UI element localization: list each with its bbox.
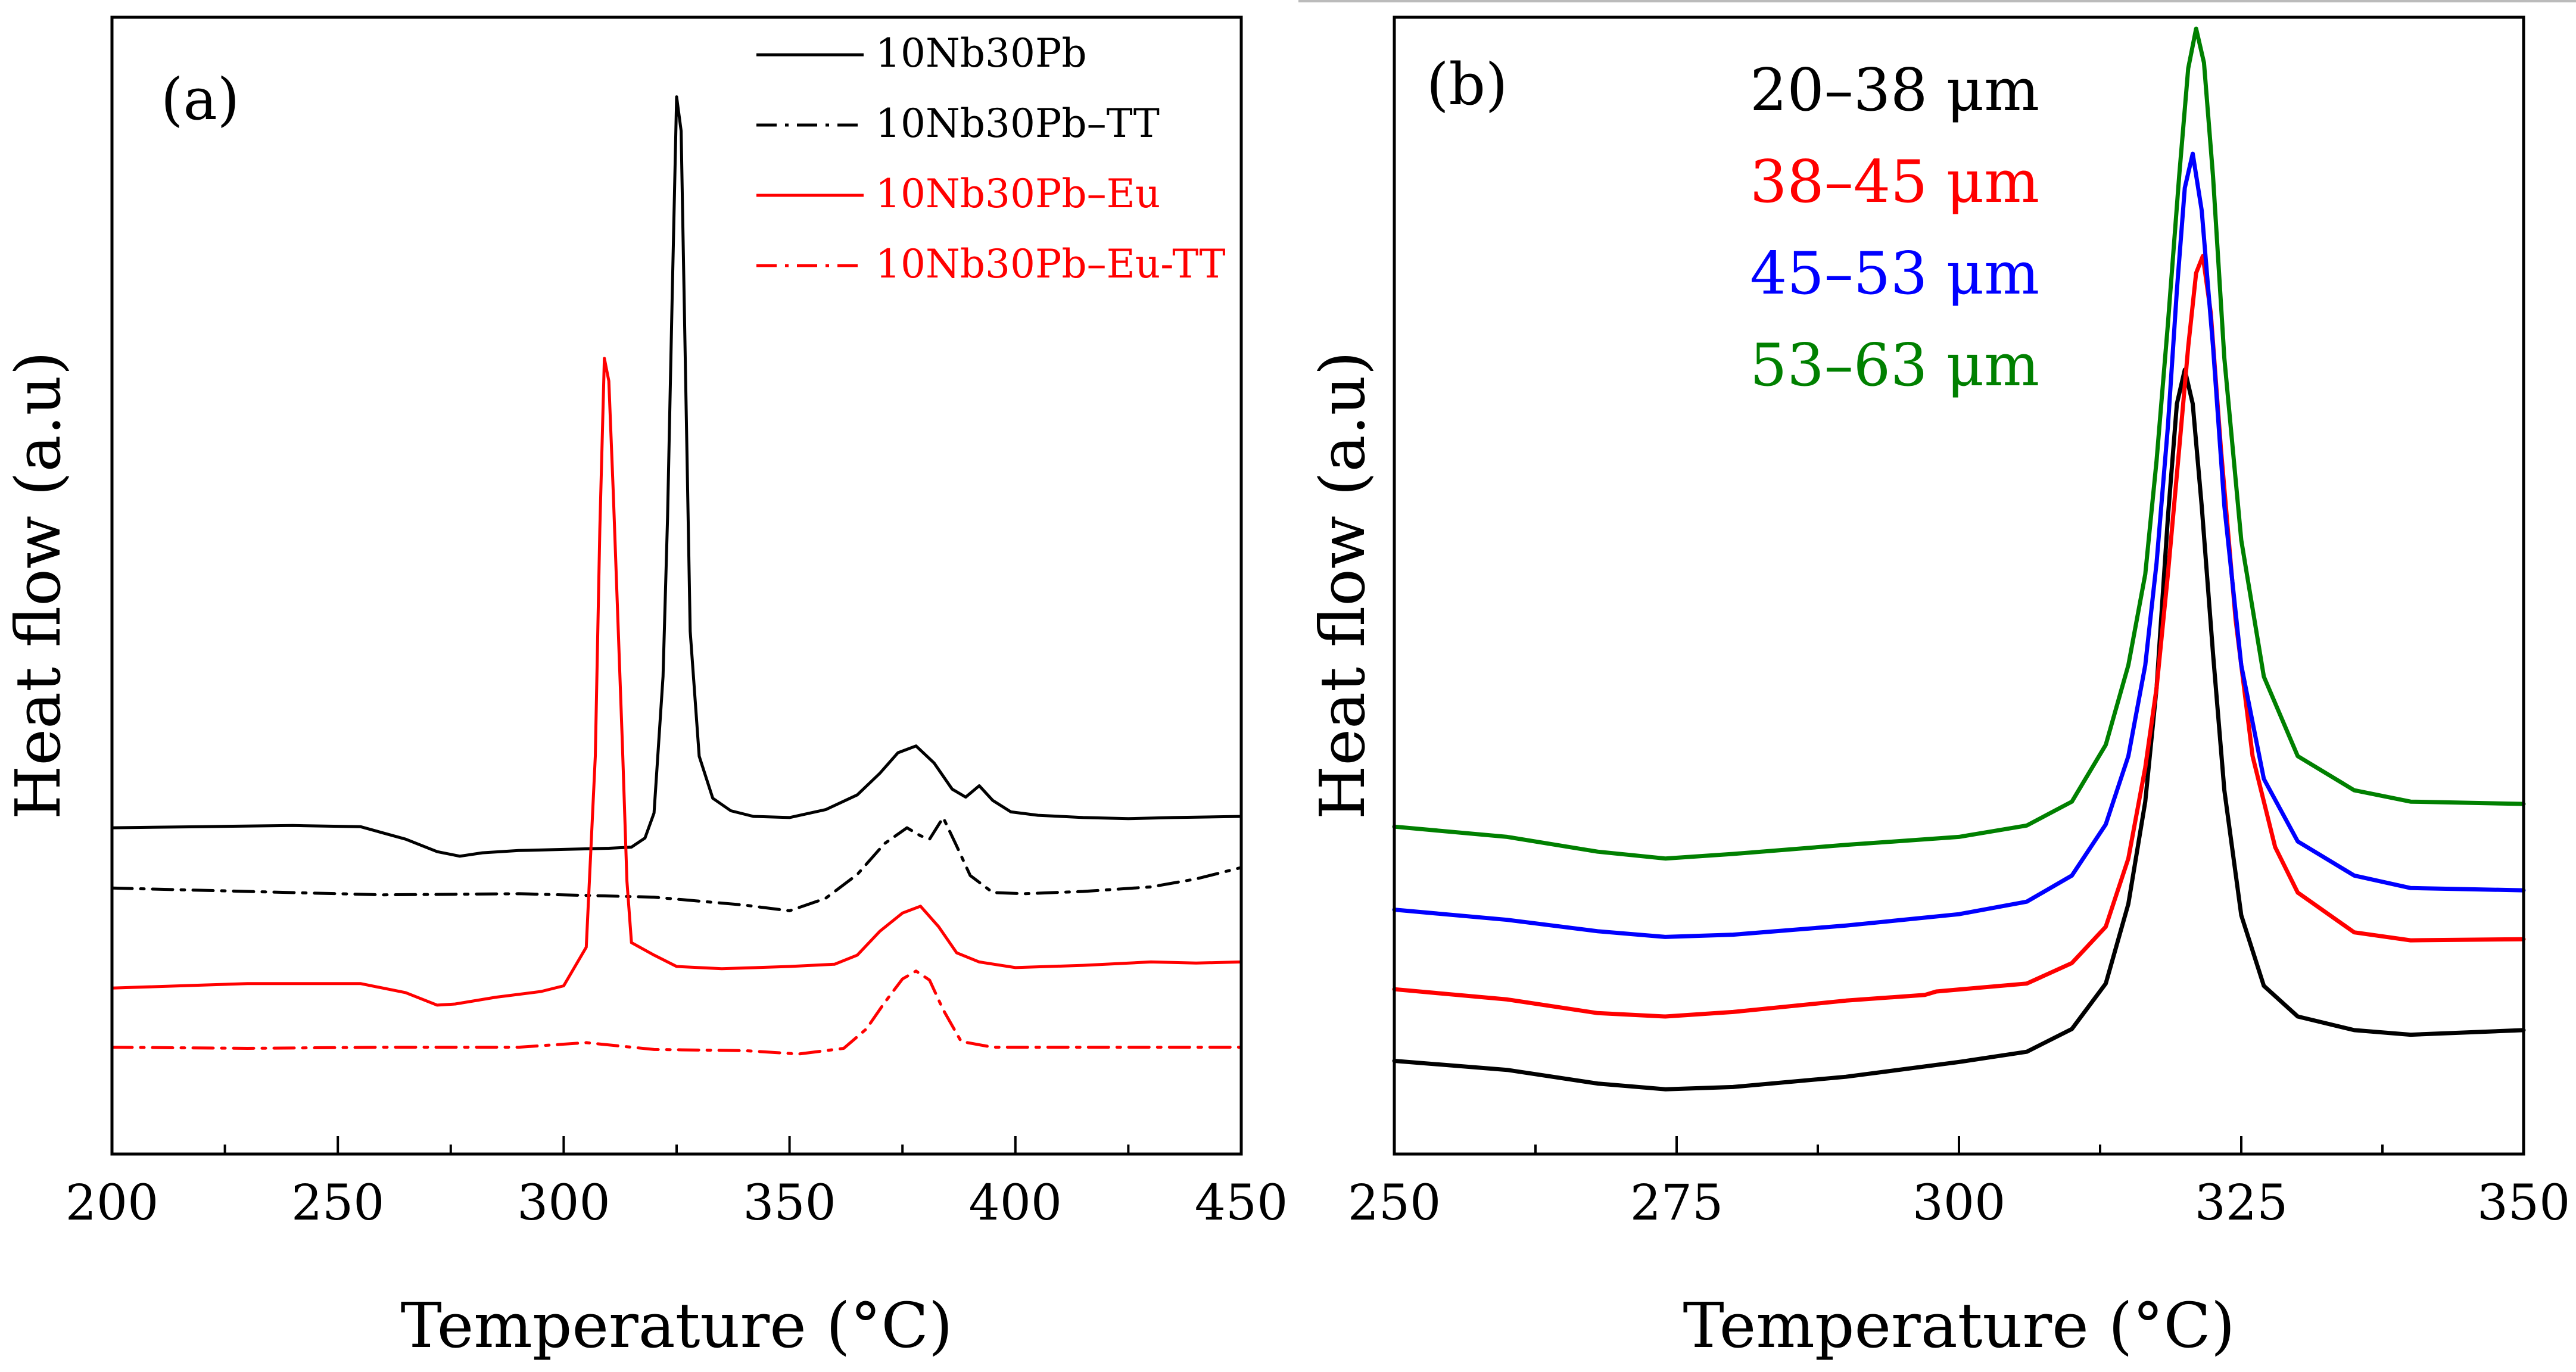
x-tick-label: 450 bbox=[1195, 1175, 1288, 1231]
series-line-1 bbox=[1392, 367, 2526, 1092]
panel-a-xlabel: Temperature (°C) bbox=[400, 1289, 952, 1362]
legend-entry: 53–63 μm bbox=[1750, 332, 2039, 400]
legend-entry: 10Nb30Pb–Eu bbox=[876, 171, 1160, 217]
x-tick-label: 325 bbox=[2195, 1175, 2288, 1231]
series-line-4 bbox=[110, 969, 1243, 1056]
panel-b: 250 275 300 325 350 (b) Temperature (°C) Hea… bbox=[1306, 15, 2571, 1362]
panel-b-legend: 20–38 μm 38–45 μm 45–53 μm 53–63 μm bbox=[1750, 57, 2039, 400]
series-line-2 bbox=[1392, 254, 2526, 1019]
panel-b-ylabel: Heat flow (a.u) bbox=[1306, 351, 1379, 819]
panel-a-series bbox=[110, 95, 1243, 1056]
panel-b-ticks: 250 275 300 325 350 bbox=[1348, 1136, 2571, 1231]
legend-entry: 38–45 μm bbox=[1750, 148, 2039, 216]
panel-b-xlabel: Temperature (°C) bbox=[1683, 1289, 2235, 1362]
panel-b-series bbox=[1392, 26, 2526, 1092]
panel-b-label: (b) bbox=[1426, 51, 1507, 118]
x-tick-label: 350 bbox=[2477, 1175, 2571, 1231]
panel-a: 200 250 300 350 400 450 (a) Temperature (°C) … bbox=[2, 15, 1288, 1362]
panel-a-legend: 10Nb30Pb 10Nb30Pb–TT 10Nb30Pb–Eu 10Nb30Pb–E… bbox=[756, 30, 1226, 287]
x-tick-label: 275 bbox=[1630, 1175, 1724, 1231]
x-tick-label: 200 bbox=[66, 1175, 159, 1231]
x-tick-label: 250 bbox=[1348, 1175, 1441, 1231]
legend-entry: 45–53 μm bbox=[1750, 240, 2039, 308]
panel-b-frame bbox=[1393, 15, 2525, 1156]
series-line-1 bbox=[110, 95, 1243, 858]
series-line-3 bbox=[1392, 151, 2526, 939]
panel-a-ticks: 200 250 300 350 400 450 bbox=[66, 1136, 1288, 1231]
legend-entry: 10Nb30Pb–TT bbox=[876, 101, 1160, 146]
series-line-3 bbox=[110, 357, 1243, 1007]
panel-a-frame bbox=[110, 15, 1243, 1156]
x-tick-label: 350 bbox=[743, 1175, 836, 1231]
x-tick-label: 300 bbox=[517, 1175, 610, 1231]
series-line-2 bbox=[110, 816, 1243, 912]
panel-a-label: (a) bbox=[161, 66, 239, 133]
series-line-4 bbox=[1392, 26, 2526, 861]
panel-a-ylabel: Heat flow (a.u) bbox=[2, 351, 74, 819]
legend-entry: 10Nb30Pb bbox=[876, 30, 1087, 76]
x-tick-label: 300 bbox=[1912, 1175, 2006, 1231]
x-tick-label: 400 bbox=[969, 1175, 1063, 1231]
legend-entry: 10Nb30Pb–Eu-TT bbox=[876, 241, 1226, 287]
x-tick-label: 250 bbox=[291, 1175, 385, 1231]
legend-entry: 20–38 μm bbox=[1750, 57, 2039, 124]
